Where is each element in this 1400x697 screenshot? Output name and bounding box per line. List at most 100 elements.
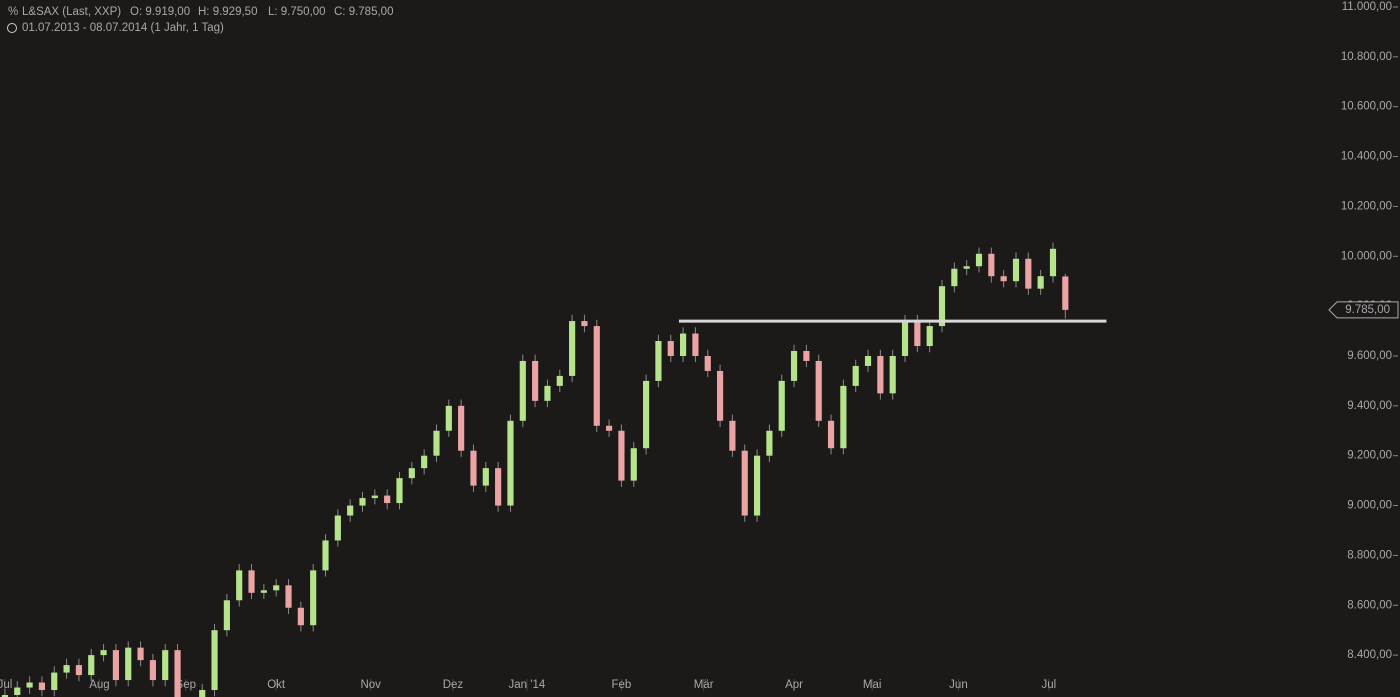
- y-tick-label: 8.400,00: [1347, 649, 1392, 661]
- candle-body: [1012, 258, 1020, 282]
- candle-body: [1037, 276, 1044, 289]
- candle-body: [88, 655, 95, 676]
- x-tick-label: Jan '14: [509, 679, 546, 691]
- candle-body: [914, 321, 921, 347]
- candle-body: [938, 286, 946, 327]
- candle-body: [384, 495, 391, 504]
- candle-body: [260, 590, 267, 593]
- subtitle: 01.07.2013 - 08.07.2014 (1 Jahr, 1 Tag): [22, 22, 224, 34]
- x-tick-label: Jun: [949, 679, 968, 691]
- candle-body: [889, 355, 896, 394]
- clock-icon: [7, 23, 17, 33]
- header-close: C: 9.785,00: [334, 6, 393, 18]
- candle-body: [852, 365, 859, 386]
- candle-body: [606, 425, 613, 431]
- candle-body: [112, 650, 119, 681]
- candle-body: [975, 253, 983, 267]
- candle-body: [556, 375, 563, 386]
- candle-body: [815, 360, 822, 421]
- candle-body: [680, 333, 687, 356]
- candle-body: [396, 478, 403, 504]
- candle-body: [75, 665, 82, 676]
- x-tick-label: Jul: [1042, 679, 1057, 691]
- candle-body: [704, 355, 711, 371]
- candle-body: [310, 570, 317, 626]
- candle-body: [347, 505, 354, 516]
- candle-body: [297, 607, 304, 626]
- x-tick-label: Mär: [694, 679, 714, 691]
- candle-body: [1049, 248, 1057, 277]
- candle-body: [1000, 276, 1007, 282]
- candle-body: [532, 360, 539, 401]
- candle-body: [125, 647, 132, 681]
- y-tick-label: 11.000,00: [1342, 1, 1392, 13]
- candle-body: [729, 420, 736, 451]
- candle-body: [236, 570, 243, 601]
- candle-body: [643, 380, 650, 449]
- candle-body: [507, 420, 514, 506]
- candle-body: [864, 355, 872, 366]
- x-tick-label: Feb: [612, 679, 632, 691]
- candle-body: [1, 695, 9, 697]
- candle-body: [827, 420, 835, 449]
- candle-body: [285, 585, 292, 608]
- y-tick-label: 10.800,00: [1341, 51, 1392, 63]
- candle-body: [211, 630, 218, 691]
- candle-body: [421, 455, 428, 469]
- price-tag-label: 9.785,00: [1345, 304, 1390, 316]
- candle-body: [581, 321, 588, 327]
- candle-body: [1025, 258, 1032, 289]
- candle-body: [445, 405, 452, 431]
- candle-body: [371, 495, 378, 499]
- y-tick-label: 9.200,00: [1347, 450, 1392, 462]
- candle-body: [667, 341, 674, 356]
- candle-body: [470, 450, 477, 486]
- candle-body: [741, 450, 748, 516]
- candle-body: [334, 515, 341, 541]
- y-tick-label: 9.600,00: [1347, 350, 1392, 362]
- x-tick-label: Okt: [267, 679, 286, 691]
- candle-body: [199, 690, 206, 697]
- candle-body: [162, 650, 169, 681]
- candle-body: [100, 650, 107, 656]
- candle-body: [778, 380, 785, 431]
- candle-body: [963, 266, 970, 269]
- candle-body: [618, 430, 625, 481]
- candle-body: [273, 585, 280, 591]
- chart-title: L&SAX (Last, XXP): [22, 6, 121, 18]
- candle-body: [482, 468, 489, 486]
- candle-body: [408, 468, 415, 479]
- y-tick-label: 9.400,00: [1347, 400, 1392, 412]
- candle-body: [803, 350, 810, 361]
- candle-body: [359, 498, 366, 506]
- candle-body: [840, 385, 847, 449]
- candle-body: [901, 321, 909, 356]
- y-tick-label: 8.600,00: [1347, 599, 1392, 611]
- candle-body: [14, 687, 21, 696]
- candle-body: [458, 405, 465, 451]
- candle-body: [569, 321, 576, 376]
- x-tick-label: Jul: [0, 679, 12, 691]
- x-tick-label: Mai: [863, 679, 882, 691]
- candle-body: [38, 682, 46, 691]
- candle-body: [248, 570, 255, 593]
- header-high: H: 9.929,50: [198, 6, 257, 18]
- candle-body: [593, 326, 600, 426]
- candle-body: [692, 333, 699, 356]
- header-open: O: 9.919,00: [130, 6, 190, 18]
- candle-body: [322, 540, 329, 571]
- y-tick-label: 10.400,00: [1341, 151, 1392, 163]
- candle-body: [137, 647, 144, 661]
- candle-body: [630, 448, 637, 481]
- candle-body: [519, 360, 526, 421]
- y-tick-label: 10.200,00: [1341, 200, 1392, 212]
- x-tick-label: Nov: [360, 679, 381, 691]
- icon: %: [8, 6, 18, 18]
- x-tick-label: Aug: [89, 679, 109, 691]
- candle-body: [753, 455, 761, 516]
- y-tick-label: 10.600,00: [1341, 101, 1392, 113]
- candle-body: [655, 341, 662, 381]
- candle-body: [544, 385, 551, 401]
